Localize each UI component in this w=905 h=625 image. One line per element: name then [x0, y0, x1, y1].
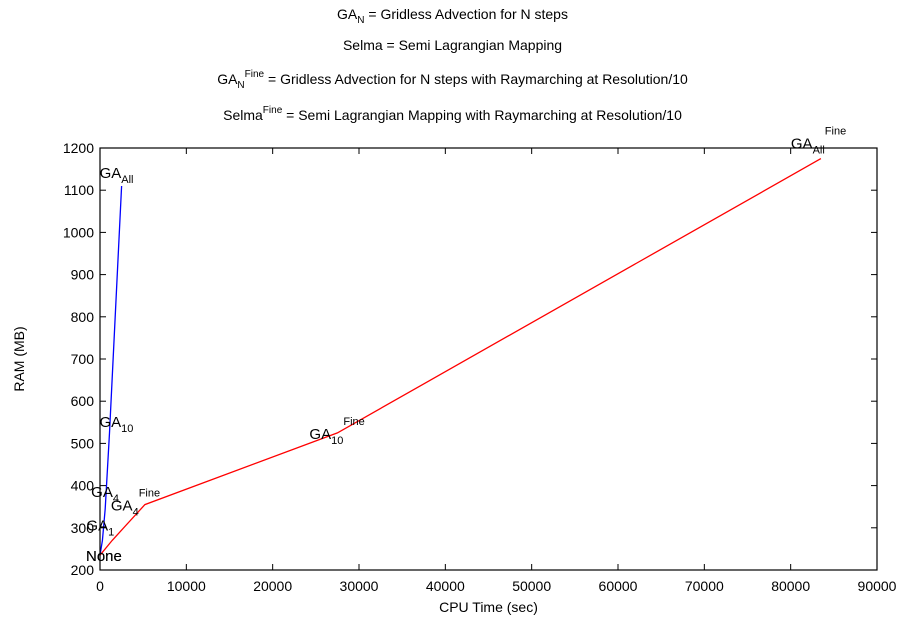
y-tick-label: 900 [71, 267, 95, 283]
y-axis-title: RAM (MB) [11, 326, 27, 391]
x-tick-label: 0 [96, 578, 104, 594]
series-line-1 [99, 158, 822, 556]
point-label-base: None [86, 548, 122, 565]
legend-description: = Gridless Advection for N steps with Ra… [264, 71, 688, 87]
legend-symbol: GA [337, 6, 358, 22]
legend-symbol: Selma [223, 107, 263, 123]
point-label-sub: 1 [108, 526, 114, 538]
legend-description: = Semi Lagrangian Mapping with Raymarchi… [282, 107, 682, 123]
y-tick-label: 500 [71, 435, 95, 451]
point-label: GA10 [99, 414, 133, 435]
x-tick-label: 10000 [167, 578, 206, 594]
legend-entry: GANFine = Gridless Advection for N steps… [0, 69, 905, 91]
y-tick-label: 600 [71, 393, 95, 409]
point-label: GA4Fine [111, 488, 160, 519]
y-tick-label: 1100 [64, 182, 94, 198]
plot-lines [99, 158, 822, 556]
axis-ticks: 0 10000 20000 30000 40000 50000 60000 70000 8000… [63, 140, 897, 594]
x-tick-label: 40000 [426, 578, 465, 594]
y-tick-label: 1200 [63, 140, 94, 156]
legend-entry: Selma = Semi Lagrangian Mapping [0, 37, 905, 53]
x-tick-label: 80000 [771, 578, 810, 594]
point-label: GA1 [86, 517, 114, 538]
point-label: None [86, 548, 122, 565]
x-tick-label: 60000 [599, 578, 638, 594]
legend-description: = Gridless Advection for N steps [364, 6, 568, 22]
point-label: None [86, 548, 122, 565]
legend-superscript: Fine [244, 69, 265, 80]
point-labels: NoneGA1GA4GA10GAAllNoneGA4FineGA10FineGA… [86, 126, 846, 566]
point-label-base: GA [86, 517, 108, 534]
legend-symbol: GA [217, 71, 238, 87]
point-label-sub: 4 [113, 493, 119, 505]
point-label-sub: 10 [121, 423, 133, 435]
x-tick-label: 70000 [685, 578, 724, 594]
point-label-sup: Fine [343, 416, 364, 428]
point-label: GA10Fine [309, 416, 364, 447]
y-tick-label: 1000 [63, 224, 94, 240]
plot-frame [99, 147, 878, 571]
y-tick-label: 200 [71, 562, 95, 578]
point-label-base: GA [99, 414, 121, 431]
point-label-sub: 10 [331, 435, 343, 447]
legend-entry: SelmaFine = Semi Lagrangian Mapping with… [0, 105, 905, 124]
point-label-sub: All [121, 174, 133, 186]
series-line-0 [99, 185, 123, 556]
point-label: GAAllFine [791, 126, 846, 157]
x-tick-label: 50000 [512, 578, 551, 594]
x-tick-label: 90000 [858, 578, 897, 594]
y-tick-label: 400 [71, 478, 95, 494]
legend-entry: GAN = Gridless Advection for N steps [0, 6, 905, 26]
legend-subscript: N [357, 15, 365, 26]
legend-symbol: Selma [342, 37, 383, 53]
y-tick-label: 300 [71, 520, 95, 536]
y-tick-label: 700 [71, 351, 95, 367]
point-label: GAAll [100, 165, 134, 186]
point-label-sup: Fine [139, 488, 160, 500]
y-tick-label: 800 [71, 309, 95, 325]
point-label-base: None [86, 548, 122, 565]
point-label-base: GA [791, 136, 813, 153]
point-label-base: GA [111, 498, 133, 515]
x-tick-label: 30000 [340, 578, 379, 594]
x-tick-label: 20000 [253, 578, 292, 594]
point-label-sup: Fine [825, 126, 846, 138]
point-label-sub: 4 [133, 507, 139, 519]
legend-superscript: Fine [262, 105, 283, 116]
point-label-base: GA [100, 165, 122, 182]
point-label: GA4 [91, 484, 119, 505]
point-label-base: GA [309, 426, 331, 443]
legend-description: = Semi Lagrangian Mapping [382, 37, 563, 53]
point-label-sub: All [813, 145, 825, 157]
legend-subscript: N [237, 80, 245, 91]
x-axis-title: CPU Time (sec) [439, 599, 538, 615]
point-label-base: GA [91, 484, 113, 501]
